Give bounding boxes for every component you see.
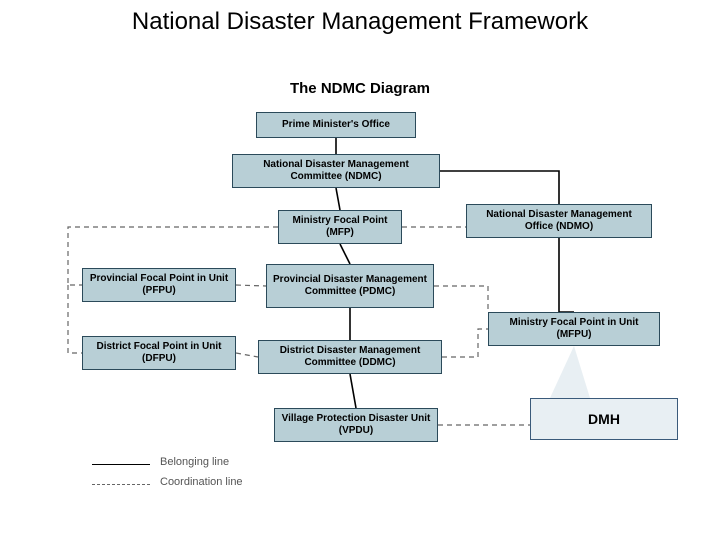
callout-dmh: DMH — [530, 398, 678, 440]
node-ddmc: District Disaster Management Committee (… — [258, 340, 442, 374]
node-ndmc: National Disaster Management Committee (… — [232, 154, 440, 188]
node-pfpu: Provincial Focal Point in Unit (PFPU) — [82, 268, 236, 302]
legend-dash-line — [92, 484, 150, 485]
node-vpdu: Village Protection Disaster Unit (VPDU) — [274, 408, 438, 442]
node-mfp: Ministry Focal Point (MFP) — [278, 210, 402, 244]
legend-solid-line — [92, 464, 150, 465]
node-dfpu: District Focal Point in Unit (DFPU) — [82, 336, 236, 370]
node-pdmc: Provincial Disaster Management Committee… — [266, 264, 434, 308]
legend-solid-label: Belonging line — [160, 456, 229, 468]
node-ndmo: National Disaster Management Office (NDM… — [466, 204, 652, 238]
node-mfpu: Ministry Focal Point in Unit (MFPU) — [488, 312, 660, 346]
diagram-subtitle: The NDMC Diagram — [250, 80, 470, 97]
callout-tail — [550, 346, 590, 398]
node-pmo: Prime Minister's Office — [256, 112, 416, 138]
page-title: National Disaster Management Framework — [128, 8, 592, 36]
legend-dash-label: Coordination line — [160, 476, 243, 488]
